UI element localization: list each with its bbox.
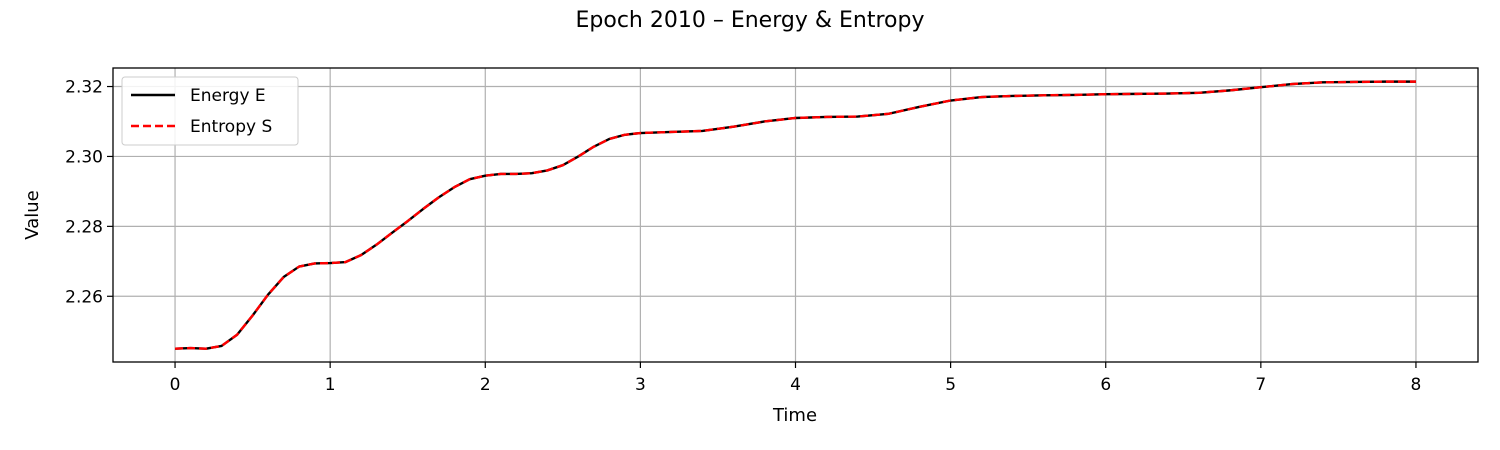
- legend-label-entropy: Entropy S: [190, 117, 272, 137]
- x-tick-label: 3: [635, 375, 646, 395]
- y-tick-label: 2.30: [65, 147, 103, 167]
- legend-label-energy: Energy E: [190, 86, 266, 106]
- chart-title: Epoch 2010 – Energy & Entropy: [576, 8, 925, 33]
- x-axis-label: Time: [772, 405, 817, 426]
- y-tick-label: 2.32: [65, 78, 103, 98]
- x-tick-label: 2: [480, 375, 491, 395]
- y-tick-label: 2.28: [65, 217, 103, 237]
- x-axis: 0 1 2 3 4 5 6 7 8: [170, 362, 1422, 395]
- x-tick-label: 8: [1411, 375, 1422, 395]
- series-layer: [174, 80, 1416, 350]
- x-tick-label: 5: [945, 375, 956, 395]
- x-tick-label: 4: [790, 375, 801, 395]
- grid: [113, 68, 1478, 362]
- y-axis: 2.26 2.28 2.30 2.32: [65, 78, 113, 307]
- y-tick-label: 2.26: [65, 287, 103, 307]
- legend: Energy E Entropy S: [121, 76, 299, 146]
- x-tick-label: 1: [325, 375, 336, 395]
- x-tick-label: 6: [1100, 375, 1111, 395]
- x-tick-label: 7: [1255, 375, 1266, 395]
- series-line-entropy-s: [174, 80, 1416, 350]
- y-axis-label: Value: [22, 190, 43, 239]
- x-tick-label: 0: [170, 375, 181, 395]
